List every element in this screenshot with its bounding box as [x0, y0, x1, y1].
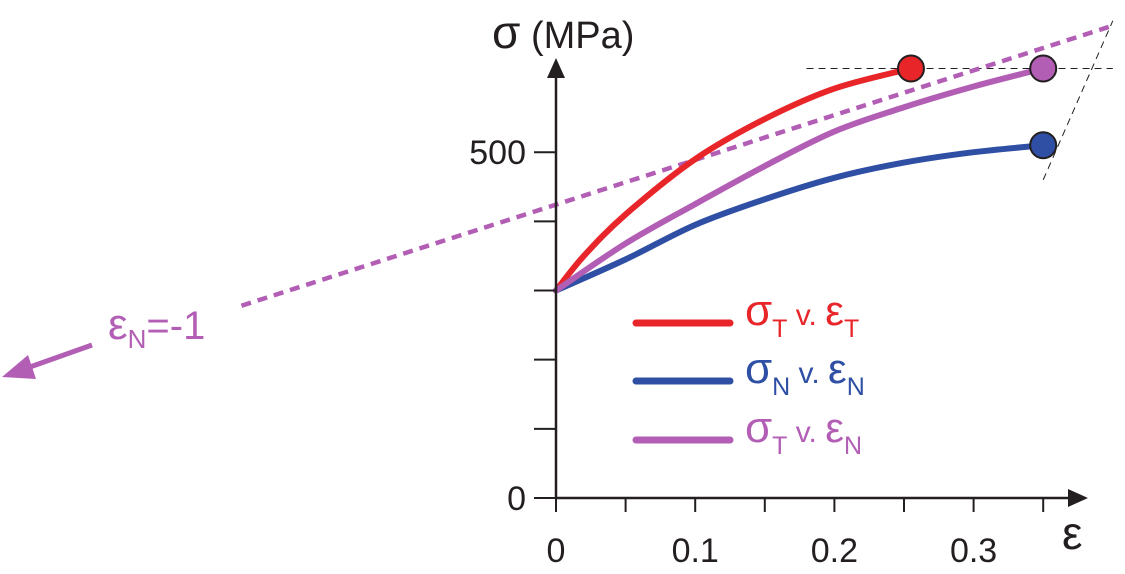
series-line-sigma-t-v-eps-t: [553, 65, 914, 294]
guide-lines: [806, 20, 1114, 181]
axes-group: 0 0.1 0.2 0.3 0 500: [469, 58, 1088, 570]
x-axis-title: ε: [1062, 507, 1083, 559]
guide-line-1: [1042, 20, 1114, 181]
x-ticks: 0 0.1 0.2 0.3: [547, 498, 1045, 570]
y-tick-label-0: 0: [507, 480, 526, 518]
eps-n-annotation-sub: N: [128, 324, 147, 354]
y-axis-arrowhead: [547, 58, 565, 78]
x-tick-label-0: 0: [547, 532, 566, 570]
eps-n-annotation: εN=-1: [2, 300, 205, 379]
x-axis-arrowhead: [1068, 489, 1088, 507]
y-axis-title: σ (MPa): [492, 6, 634, 58]
x-tick-label-3: 0.3: [950, 532, 997, 570]
eps-n-arrow-head: [2, 355, 36, 379]
tangent-line-group: [240, 23, 1114, 308]
endpoint-markers: [896, 54, 1058, 160]
y-ticks: 0 500: [469, 134, 556, 518]
eps-n-annotation-symbol: ε: [108, 300, 128, 349]
eps-n-arrow-line: [29, 342, 93, 370]
series-line-sigma-t-v-eps-n: [553, 65, 1047, 294]
legend-label-sigma-t-v-eps-t: σT v. εT: [745, 286, 859, 343]
y-axis-title-unit: (MPa): [520, 15, 634, 57]
tangent-dashed-line: [240, 23, 1114, 308]
marker-sigma-n-v-eps-n: [1029, 131, 1058, 160]
marker-sigma-t-v-eps-n: [1029, 54, 1058, 83]
x-tick-label-2: 0.2: [811, 532, 858, 570]
marker-sigma-t-v-eps-t: [896, 54, 925, 83]
legend-label-sigma-n-v-eps-n: σN v. εN: [745, 344, 865, 401]
eps-n-annotation-text: εN=-1: [108, 300, 205, 354]
series-group: [553, 65, 1047, 294]
y-tick-label-1: 500: [469, 134, 526, 172]
x-tick-label-1: 0.1: [672, 532, 719, 570]
legend-label-sigma-t-v-eps-n: σT v. εN: [745, 403, 862, 460]
y-axis-title-symbol: σ: [492, 6, 520, 58]
series-line-sigma-n-v-eps-n: [553, 142, 1047, 294]
eps-n-annotation-rest: =-1: [146, 304, 205, 348]
